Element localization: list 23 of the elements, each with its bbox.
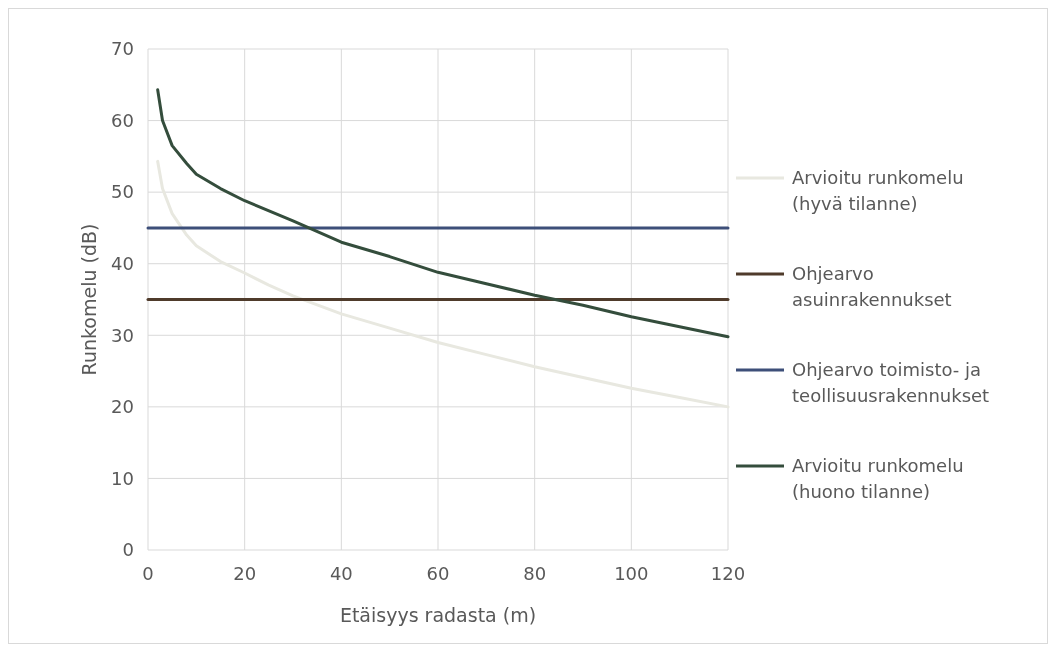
y-tick-label: 60: [111, 109, 134, 131]
x-tick-label: 100: [614, 563, 649, 584]
y-tick-label: 40: [111, 253, 134, 275]
y-tick-label: 30: [111, 324, 134, 346]
legend-label: Arvioitu runkomelu (huono tilanne): [792, 455, 964, 503]
y-axis-title: Runkomelu (dB): [78, 223, 100, 376]
x-tick-label: 80: [523, 563, 547, 584]
x-tick-label: 120: [710, 563, 746, 584]
x-tick-label: 0: [142, 563, 154, 584]
y-tick-label: 10: [111, 467, 134, 489]
x-tick-label: 60: [426, 563, 450, 584]
y-tick-label: 70: [111, 38, 134, 60]
y-tick-label: 50: [111, 181, 134, 203]
legend-label: Ohjearvo asuinrakennukset: [792, 263, 952, 311]
line-series: [156, 88, 730, 339]
x-axis-title: Etäisyys radasta (m): [339, 604, 537, 626]
legend-label: Ohjearvo toimisto- ja teollisuusrakennukset: [792, 359, 990, 407]
x-tick-label: 20: [233, 563, 257, 584]
y-tick-label: 0: [122, 539, 134, 561]
line-series: [156, 159, 730, 409]
y-tick-label: 20: [111, 396, 134, 418]
x-tick-label: 40: [329, 563, 353, 584]
legend-label: Arvioitu runkomelu (hyvä tilanne): [792, 167, 964, 215]
